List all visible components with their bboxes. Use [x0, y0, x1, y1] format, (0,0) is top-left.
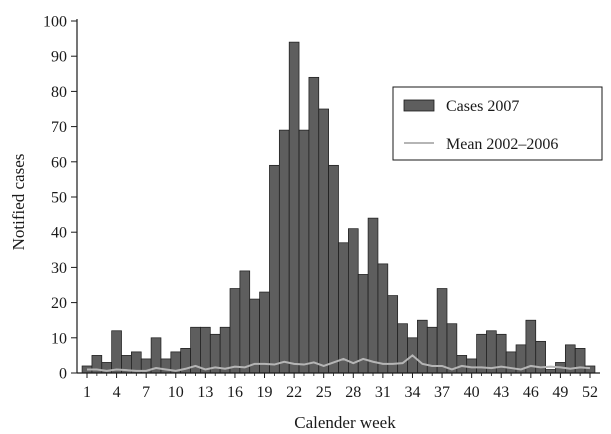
bar-week-23 [298, 129, 310, 374]
bar-week-51 [574, 348, 586, 374]
bar-week-26 [328, 164, 339, 374]
x-tick-label: 34 [404, 384, 420, 401]
legend-swatch-cases-2007 [403, 99, 435, 112]
y-tick-label: 90 [51, 49, 67, 66]
bar-week-20 [269, 164, 280, 374]
legend-label-cases-2007: Cases 2007 [446, 98, 519, 115]
y-tick-label: 30 [51, 260, 67, 277]
bar-week-15 [219, 326, 231, 374]
bar-week-37 [436, 288, 448, 374]
x-tick-label: 13 [197, 384, 213, 401]
x-tick-label: 10 [168, 384, 184, 401]
bar-week-28 [348, 228, 359, 374]
legend: Cases 2007 Mean 2002–2006 [392, 86, 603, 161]
x-tick-label: 37 [434, 384, 450, 401]
x-axis-title: Calender week [294, 413, 396, 432]
bar-week-19 [259, 291, 270, 374]
bar-week-30 [367, 217, 379, 374]
bar-week-21 [278, 129, 290, 374]
x-tick-label: 25 [316, 384, 332, 401]
x-tick-label: 22 [286, 384, 302, 401]
bar-week-4 [111, 330, 122, 374]
bar-series-cases-2007 [81, 41, 596, 374]
legend-label-mean: Mean 2002–2006 [446, 136, 558, 153]
bar-week-39 [456, 355, 468, 374]
bar-week-25 [318, 108, 329, 374]
x-tick-label: 19 [257, 384, 273, 401]
y-tick-label: 50 [51, 190, 67, 207]
line-series-mean [87, 354, 591, 372]
x-tick-label: 43 [493, 384, 509, 401]
bar-week-27 [338, 242, 349, 374]
bar-week-18 [249, 298, 260, 374]
y-tick-label: 80 [51, 84, 67, 101]
y-tick-label: 60 [51, 154, 67, 171]
legend-box [392, 86, 603, 161]
bar-week-33 [397, 323, 408, 374]
y-tick-label: 100 [43, 14, 67, 31]
bar-week-31 [377, 263, 389, 374]
x-tick-label: 40 [464, 384, 480, 401]
y-tick-label: 40 [51, 225, 67, 242]
bar-week-32 [387, 295, 399, 374]
y-axis-title: Notified cases [9, 154, 28, 251]
bar-week-13 [200, 326, 211, 374]
y-tick-label: 0 [59, 366, 67, 383]
x-tick-label: 28 [345, 384, 361, 401]
x-tick-label: 46 [523, 384, 539, 401]
bar-week-16 [229, 288, 241, 374]
y-tick-label: 70 [51, 119, 67, 136]
y-tick-label: 20 [51, 295, 67, 312]
bar-week-44 [505, 351, 517, 374]
x-tick-label: 7 [142, 384, 150, 401]
bar-week-38 [446, 323, 458, 374]
x-tick-label: 49 [552, 384, 568, 401]
x-tick-label: 4 [113, 384, 121, 401]
x-tick-label: 52 [582, 384, 598, 401]
bar-week-17 [239, 270, 251, 374]
x-tick-label: 1 [83, 384, 91, 401]
x-tick-label: 31 [375, 384, 391, 401]
x-tick-label: 16 [227, 384, 243, 401]
bar-week-24 [308, 76, 320, 374]
y-tick-label: 10 [51, 330, 67, 347]
bar-week-22 [288, 41, 300, 374]
